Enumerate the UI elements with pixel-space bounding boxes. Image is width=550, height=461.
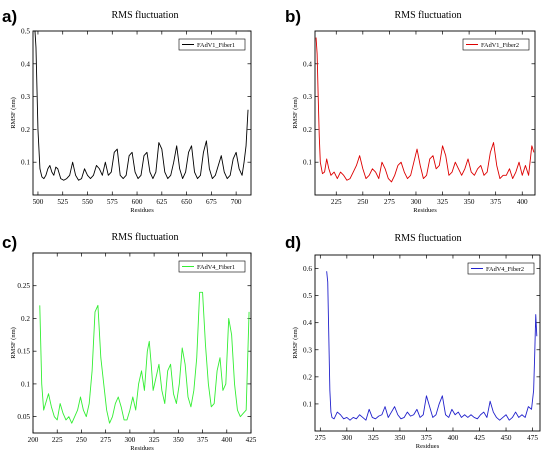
- series-line: [326, 271, 538, 421]
- y-tick-label: 0.1: [303, 400, 312, 408]
- x-tick-label: 500: [33, 198, 44, 206]
- x-axis-label: Residues: [130, 207, 154, 214]
- panel-label: d): [285, 233, 301, 252]
- legend-entry: FAdV4_Fiber1: [197, 264, 235, 271]
- y-tick-label: 0.25: [17, 282, 30, 290]
- chart-title: RMS fluctuation: [112, 232, 179, 243]
- x-tick-label: 650: [181, 198, 192, 206]
- x-axis-label: Residues: [130, 445, 154, 452]
- y-axis-label: RMSF (nm): [292, 327, 299, 359]
- x-tick-label: 625: [156, 198, 167, 206]
- y-tick-label: 0.5: [303, 292, 312, 300]
- y-tick-label: 0.1: [21, 380, 30, 388]
- x-tick-label: 275: [384, 198, 395, 206]
- y-tick-label: 0.2: [303, 373, 312, 381]
- x-tick-label: 275: [315, 434, 326, 442]
- y-tick-label: 0.2: [303, 126, 312, 134]
- y-tick-label: 0.2: [21, 315, 30, 323]
- x-tick-label: 450: [501, 434, 512, 442]
- y-tick-label: 0.1: [303, 159, 312, 167]
- chart-title: RMS fluctuation: [395, 10, 462, 21]
- x-tick-label: 600: [132, 198, 143, 206]
- legend: FAdV1_Fiber1: [178, 38, 246, 51]
- y-tick-label: 0.4: [21, 60, 30, 68]
- x-tick-label: 550: [82, 198, 93, 206]
- x-tick-label: 425: [246, 436, 257, 444]
- legend-entry: FAdV1_Fiber2: [481, 42, 519, 49]
- legend-box: [462, 38, 530, 51]
- x-axis-label: Residues: [416, 443, 440, 450]
- x-tick-label: 300: [341, 434, 352, 442]
- x-tick-label: 275: [100, 436, 111, 444]
- chart-title: RMS fluctuation: [112, 10, 179, 21]
- legend: FAdV4_Fiber1: [178, 260, 246, 273]
- plot-frame: [314, 30, 536, 196]
- x-tick-label: 350: [173, 436, 184, 444]
- y-tick-label: 0.6: [303, 265, 312, 273]
- x-tick-label: 250: [76, 436, 87, 444]
- y-tick-label: 0.05: [17, 413, 30, 421]
- legend: FAdV4_Fiber2: [467, 262, 535, 275]
- x-tick-label: 325: [368, 434, 379, 442]
- y-tick-label: 0.4: [303, 319, 312, 327]
- series-line: [315, 37, 535, 183]
- panel-label: a): [2, 7, 17, 26]
- y-tick-label: 0.2: [21, 126, 30, 134]
- plot-frame: [32, 252, 252, 434]
- y-tick-label: 0.15: [17, 348, 30, 356]
- x-tick-label: 350: [464, 198, 475, 206]
- y-tick-label: 0.3: [303, 93, 312, 101]
- panel-label: c): [2, 233, 17, 252]
- y-tick-label: 0.4: [303, 60, 312, 68]
- x-axis-label: Residues: [413, 207, 437, 214]
- x-tick-label: 375: [197, 436, 208, 444]
- x-tick-label: 300: [124, 436, 135, 444]
- panel-label: b): [285, 7, 301, 26]
- x-tick-label: 400: [517, 198, 528, 206]
- legend-box: [178, 38, 246, 51]
- x-tick-label: 375: [490, 198, 501, 206]
- x-tick-label: 225: [52, 436, 63, 444]
- x-tick-label: 300: [411, 198, 422, 206]
- chart-panel-4: d) RMS fluctuation 275 300 325 350 375 400 425 45…: [285, 233, 541, 450]
- y-tick-label: 0.3: [303, 346, 312, 354]
- series-line: [39, 291, 250, 424]
- y-tick-label: 0.3: [21, 93, 30, 101]
- plot-frame: [32, 30, 252, 196]
- x-tick-label: 400: [221, 436, 232, 444]
- plot-frame: [314, 254, 541, 432]
- chart-panel-2: b) RMS fluctuation 225 250 275 300 325 350 375 40…: [285, 7, 536, 214]
- x-tick-label: 250: [357, 198, 368, 206]
- chart-title: RMS fluctuation: [395, 233, 462, 244]
- x-tick-label: 375: [421, 434, 432, 442]
- x-tick-label: 675: [206, 198, 217, 206]
- chart-panel-3: c) RMS fluctuation 200 225 250 275 300 325 350 37…: [2, 232, 257, 452]
- x-tick-label: 325: [149, 436, 160, 444]
- legend-entry: FAdV1_Fiber1: [197, 42, 235, 49]
- x-tick-label: 200: [28, 436, 39, 444]
- chart-panel-1: a) RMS fluctuation 500 525 550 575 600 625 650 67…: [2, 7, 252, 214]
- y-tick-label: 0.5: [21, 28, 30, 36]
- y-axis-label: RMSF (nm): [10, 97, 17, 129]
- x-tick-label: 525: [57, 198, 68, 206]
- x-tick-label: 425: [474, 434, 485, 442]
- legend-box: [178, 260, 246, 273]
- x-tick-label: 325: [437, 198, 448, 206]
- x-tick-label: 400: [448, 434, 459, 442]
- x-tick-label: 225: [331, 198, 342, 206]
- x-tick-label: 350: [395, 434, 406, 442]
- y-axis-label: RMSF (nm): [10, 327, 17, 359]
- series-line: [34, 30, 249, 181]
- x-tick-label: 475: [527, 434, 538, 442]
- y-axis-label: RMSF (nm): [292, 97, 299, 129]
- y-tick-label: 0.1: [21, 159, 30, 167]
- legend-box: [467, 262, 535, 275]
- x-tick-label: 700: [231, 198, 242, 206]
- legend-entry: FAdV4_Fiber2: [486, 266, 524, 273]
- x-tick-label: 575: [107, 198, 118, 206]
- legend: FAdV1_Fiber2: [462, 38, 530, 51]
